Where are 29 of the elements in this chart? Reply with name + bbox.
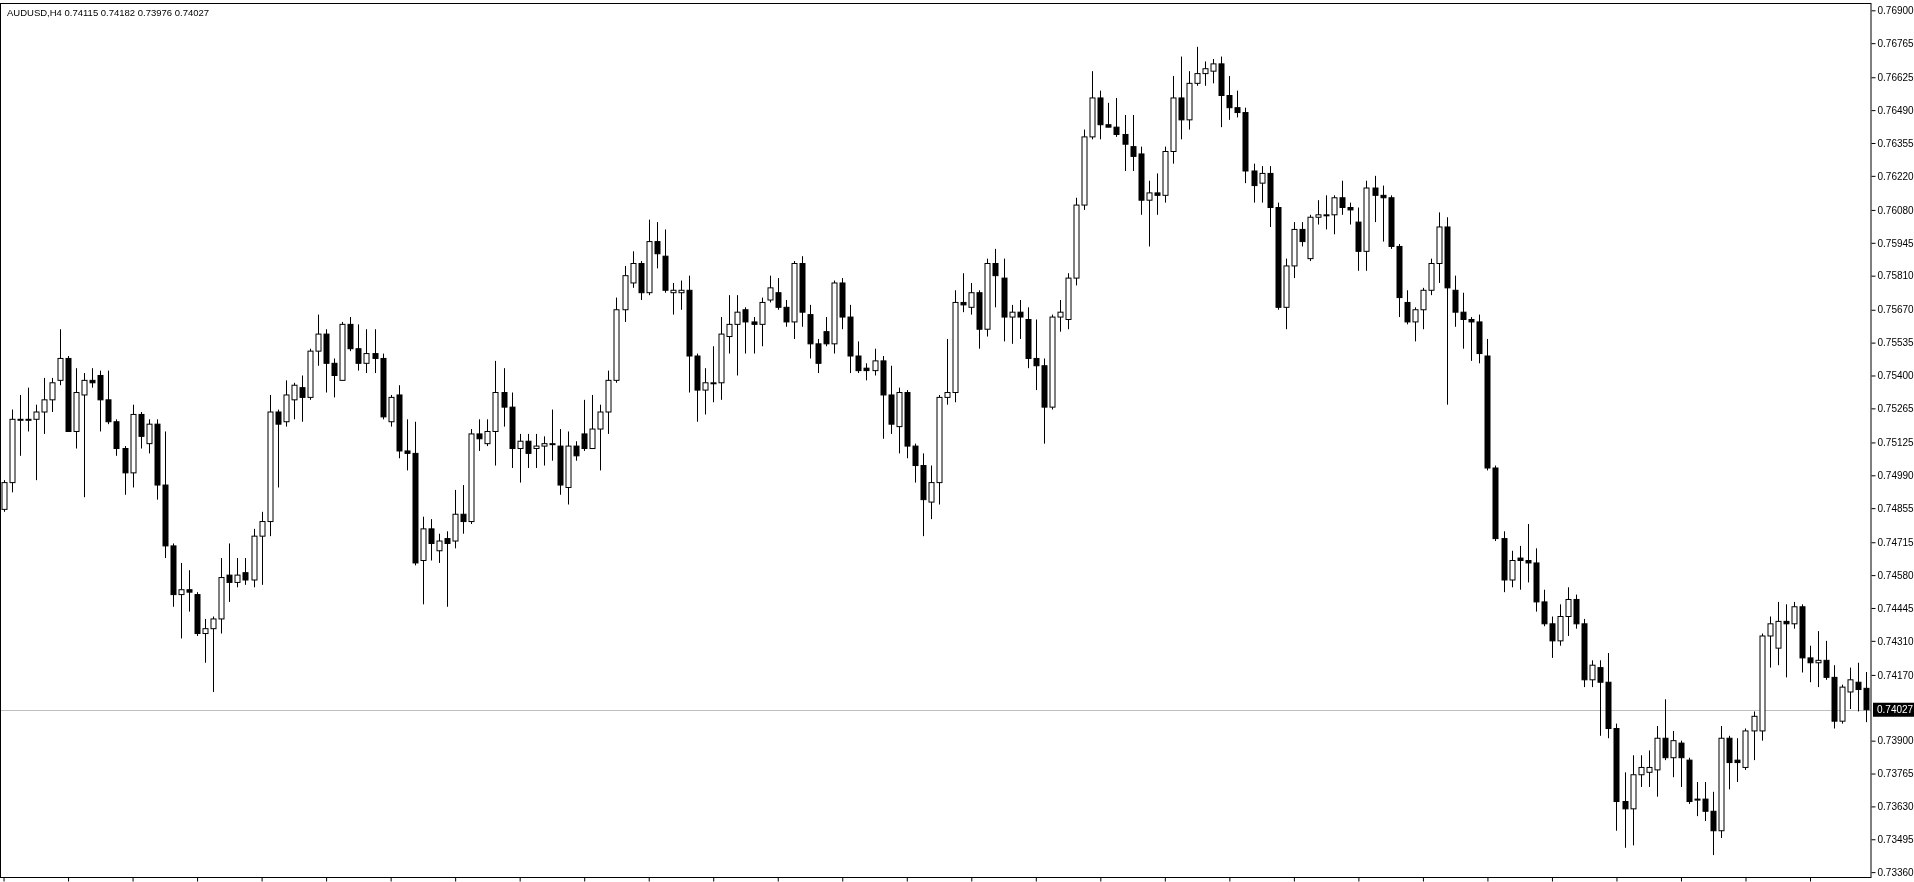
y-tick-label: 0.76220 <box>1877 170 1914 182</box>
candlestick <box>1122 114 1129 172</box>
y-tick-label: 0.73360 <box>1877 866 1914 878</box>
y-tick-label: 0.75810 <box>1877 270 1914 282</box>
y-tick-label: 0.76765 <box>1877 37 1914 49</box>
y-tick-label: 0.76490 <box>1877 104 1914 116</box>
y-tick-label: 0.74170 <box>1877 669 1914 681</box>
y-tick-label: 0.74855 <box>1877 502 1914 514</box>
y-tick-label: 0.75400 <box>1877 370 1914 382</box>
y-tick-label: 0.73900 <box>1877 735 1914 747</box>
y-tick-label: 0.73630 <box>1877 801 1914 813</box>
ref-line-label: 0.74027 <box>1877 704 1914 716</box>
y-tick-label: 0.74715 <box>1877 536 1914 548</box>
y-tick-label: 0.76355 <box>1877 137 1914 149</box>
chart-title: AUDUSD,H4 0.74115 0.74182 0.73976 0.74027 <box>7 7 210 18</box>
y-tick-label: 0.75670 <box>1877 304 1914 316</box>
y-tick-label: 0.75265 <box>1877 403 1914 415</box>
y-tick-label: 0.76625 <box>1877 71 1914 83</box>
y-tick-label: 0.75125 <box>1877 437 1914 449</box>
y-tick-label: 0.75945 <box>1877 237 1914 249</box>
y-tick-label: 0.74580 <box>1877 569 1914 581</box>
y-tick-label: 0.73765 <box>1877 768 1914 780</box>
y-tick-label: 0.76080 <box>1877 204 1914 216</box>
y-tick-label: 0.74310 <box>1877 635 1914 647</box>
y-tick-label: 0.73495 <box>1877 833 1914 845</box>
y-tick-label: 0.74445 <box>1877 602 1914 614</box>
y-tick-label: 0.75535 <box>1877 337 1914 349</box>
y-tick-label: 0.74990 <box>1877 470 1914 481</box>
y-tick-label: 0.76900 <box>1877 5 1914 16</box>
